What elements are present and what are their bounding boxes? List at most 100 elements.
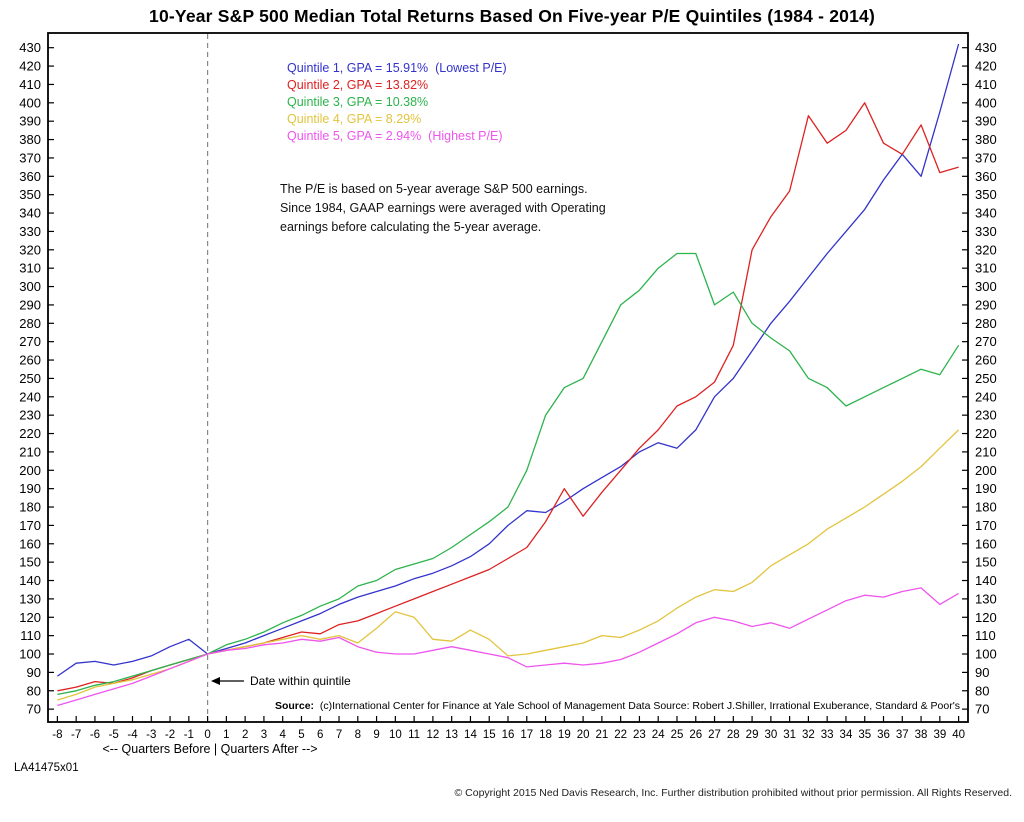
y-axis-tick-label-left: 120 <box>19 610 41 625</box>
y-axis-tick-label-right: 220 <box>975 426 997 441</box>
y-axis-tick-label-left: 150 <box>19 555 41 570</box>
x-axis-tick-label: 11 <box>408 729 420 741</box>
y-axis-tick-label-left: 230 <box>19 408 41 423</box>
x-axis-tick-label: 24 <box>652 729 665 741</box>
y-axis-tick-label-left: 430 <box>19 40 41 55</box>
y-axis-tick-label-right: 360 <box>975 169 997 184</box>
y-axis-tick-label-right: 370 <box>975 150 997 165</box>
y-axis-tick-label-right: 140 <box>975 573 997 588</box>
y-axis-tick-label-left: 80 <box>27 683 41 698</box>
plot-frame <box>47 32 969 723</box>
x-axis-tick-label: 35 <box>858 729 871 741</box>
y-axis-tick-label-right: 420 <box>975 59 997 74</box>
y-axis-tick-label-left: 240 <box>19 389 41 404</box>
y-axis-tick-label-left: 130 <box>19 591 41 606</box>
y-axis-tick-label-left: 140 <box>19 573 41 588</box>
y-axis-tick-label-left: 200 <box>19 463 41 478</box>
legend-item: Quintile 5, GPA = 2.94% (Highest P/E) <box>287 129 503 143</box>
date-within-quintile-label: Date within quintile <box>250 674 351 688</box>
y-axis-tick-label-left: 180 <box>19 500 41 515</box>
x-axis-tick-label: 2 <box>242 729 248 741</box>
y-axis-tick-label-left: 280 <box>19 316 41 331</box>
y-axis-tick-label-left: 310 <box>19 261 41 276</box>
pe-methodology-note: The P/E is based on 5-year average S&P 5… <box>280 180 606 237</box>
y-axis-tick-label-left: 100 <box>19 647 41 662</box>
y-axis-tick-label-right: 300 <box>975 279 997 294</box>
x-axis-tick-label: 6 <box>317 729 323 741</box>
series-line-quintile-5 <box>57 587 959 707</box>
x-axis-tick-label: 38 <box>915 729 928 741</box>
x-axis-tick-label: -3 <box>146 729 156 741</box>
y-axis-tick-label-right: 160 <box>975 536 997 551</box>
chart-title: 10-Year S&P 500 Median Total Returns Bas… <box>149 6 875 26</box>
y-axis-tick-label-right: 400 <box>975 95 997 110</box>
y-axis-tick-label-left: 340 <box>19 206 41 221</box>
x-axis-tick-label: -4 <box>127 729 138 741</box>
x-axis-tick-label: 1 <box>223 729 229 741</box>
x-axis-tick-label: 30 <box>764 729 777 741</box>
x-axis-tick-label: 19 <box>558 729 571 741</box>
x-axis-tick-label: 3 <box>261 729 267 741</box>
y-axis-tick-label-left: 380 <box>19 132 41 147</box>
y-axis-tick-label-right: 200 <box>975 463 997 478</box>
x-axis-tick-label: 22 <box>614 729 627 741</box>
x-axis-tick-label: 25 <box>671 729 684 741</box>
y-axis-tick-label-left: 260 <box>19 353 41 368</box>
y-axis-tick-label-right: 260 <box>975 353 997 368</box>
y-axis-tick-label-right: 320 <box>975 242 997 257</box>
note-line: Since 1984, GAAP earnings were averaged … <box>280 201 606 215</box>
note-line: The P/E is based on 5-year average S&P 5… <box>280 182 588 196</box>
y-axis-tick-label-right: 270 <box>975 334 997 349</box>
y-axis-tick-label-left: 320 <box>19 242 41 257</box>
x-axis-tick-label: -7 <box>71 729 81 741</box>
y-axis-tick-label-left: 300 <box>19 279 41 294</box>
y-axis-tick-label-right: 240 <box>975 389 997 404</box>
quarters-axis-caption: <-- Quarters Before | Quarters After --> <box>102 742 318 756</box>
y-axis-tick-label-left: 360 <box>19 169 41 184</box>
x-axis-tick-label: 26 <box>689 729 702 741</box>
x-axis-tick-label: 23 <box>633 729 646 741</box>
y-axis-tick-label-right: 310 <box>975 261 997 276</box>
note-line: earnings before calculating the 5-year a… <box>280 220 542 234</box>
x-axis-tick-label: 14 <box>464 729 477 741</box>
y-axis-tick-label-right: 130 <box>975 591 997 606</box>
x-axis-tick-label: 32 <box>802 729 815 741</box>
legend-item: Quintile 1, GPA = 15.91% (Lowest P/E) <box>287 61 507 75</box>
y-axis-tick-label-left: 400 <box>19 95 41 110</box>
x-axis-tick-label: 20 <box>577 729 590 741</box>
y-axis-tick-label-right: 280 <box>975 316 997 331</box>
x-axis-tick-label: 12 <box>426 729 439 741</box>
series-line-quintile-3 <box>57 252 960 696</box>
x-axis-tick-label: 0 <box>204 729 210 741</box>
x-axis-tick-label: 29 <box>746 729 759 741</box>
legend-item: Quintile 3, GPA = 10.38% <box>287 95 429 109</box>
y-axis-tick-label-left: 210 <box>19 444 41 459</box>
y-axis-tick-label-left: 270 <box>19 334 41 349</box>
chart-id-code: LA41475x01 <box>14 762 79 774</box>
y-axis-tick-label-right: 210 <box>975 444 997 459</box>
y-axis-tick-label-left: 390 <box>19 114 41 129</box>
legend-item: Quintile 2, GPA = 13.82% <box>287 78 429 92</box>
x-axis-tick-label: 27 <box>708 729 721 741</box>
x-axis-tick-label: -1 <box>184 729 194 741</box>
y-axis-tick-label-left: 410 <box>19 77 41 92</box>
legend-item: Quintile 4, GPA = 8.29% <box>287 112 422 126</box>
y-axis-tick-label-left: 250 <box>19 371 41 386</box>
x-axis-tick-label: 9 <box>373 729 379 741</box>
x-axis-tick-label: 13 <box>445 729 458 741</box>
y-axis-tick-label-right: 330 <box>975 224 997 239</box>
chart-legend: Quintile 1, GPA = 15.91% (Lowest P/E) Qui… <box>287 60 507 145</box>
y-axis-tick-label-right: 120 <box>975 610 997 625</box>
y-axis-tick-label-right: 250 <box>975 371 997 386</box>
y-axis-tick-label-left: 190 <box>19 481 41 496</box>
y-axis-tick-label-left: 70 <box>27 702 41 717</box>
y-axis-tick-label-right: 150 <box>975 555 997 570</box>
y-axis-tick-label-right: 90 <box>975 665 989 680</box>
copyright-block: © Copyright 2015 Ned Davis Research, Inc… <box>455 758 1013 822</box>
y-axis-tick-label-right: 350 <box>975 187 997 202</box>
source-line: Source: (c)International Center for Fina… <box>275 700 960 712</box>
y-axis-tick-label-right: 190 <box>975 481 997 496</box>
source-text: (c)International Center for Finance at Y… <box>314 700 960 712</box>
y-axis-tick-label-left: 330 <box>19 224 41 239</box>
x-axis-tick-label: 16 <box>502 729 515 741</box>
